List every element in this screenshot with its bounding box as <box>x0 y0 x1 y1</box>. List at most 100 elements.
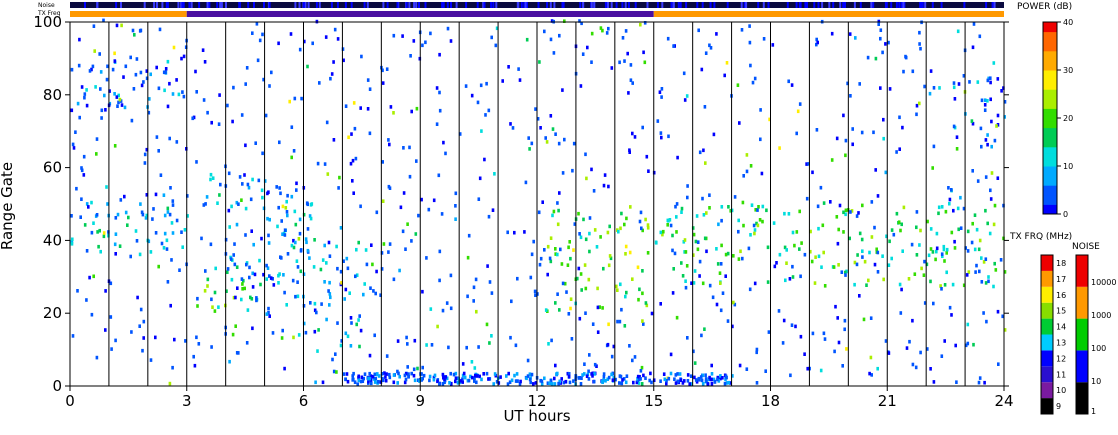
ground-echo-cell <box>556 371 559 376</box>
x-tick-label: 0 <box>65 392 75 410</box>
power-colorbar-swatch <box>1043 79 1057 84</box>
echo-cell <box>986 133 989 137</box>
ground-echo-cell <box>583 372 586 376</box>
noise-echo-cell <box>987 275 990 279</box>
ground-echo-cell <box>396 381 399 385</box>
echo-cell <box>166 206 170 211</box>
ground-echo-cell <box>731 374 734 378</box>
echo-cell <box>265 277 268 281</box>
ground-echo-cell <box>639 377 642 381</box>
echo-cell <box>364 248 368 252</box>
echo-cell <box>556 222 560 227</box>
noise-echo-cell <box>989 188 992 193</box>
echo-cell <box>243 286 246 291</box>
ground-echo-cell <box>441 372 445 377</box>
noise-echo-cell <box>332 138 336 142</box>
power-colorbar-swatch <box>1043 89 1057 93</box>
noise-echo-cell <box>401 34 404 38</box>
noise-echo-cell <box>533 289 537 294</box>
noise-bar-sample <box>546 2 549 8</box>
echo-cell <box>606 230 610 235</box>
ground-echo-cell <box>382 378 385 383</box>
echo-cell <box>577 211 580 216</box>
noise-echo-cell <box>182 94 186 99</box>
noise-echo-cell <box>326 172 330 176</box>
noise-echo-cell <box>510 299 513 304</box>
noise-echo-cell <box>346 266 350 271</box>
echo-cell <box>1003 100 1007 104</box>
noise-echo-cell <box>131 28 135 33</box>
noise-echo-cell <box>703 105 707 109</box>
noise-echo-cell <box>85 202 89 206</box>
noise-echo-cell <box>186 194 189 198</box>
noise-echo-cell <box>472 299 475 303</box>
noise-echo-cell <box>479 83 483 88</box>
noise-echo-cell <box>171 365 174 370</box>
noise-echo-cell <box>858 231 862 236</box>
noise-echo-cell <box>444 151 447 156</box>
echo-cell <box>996 113 1000 118</box>
noise-echo-cell <box>278 140 281 145</box>
noise-bar-sample <box>208 2 211 8</box>
noise-echo-cell <box>342 259 345 263</box>
noise-echo-cell <box>509 335 512 340</box>
echo-cell <box>817 226 820 231</box>
echo-cell <box>619 282 622 287</box>
tx-frequency-bar <box>70 11 1004 17</box>
echo-cell <box>357 240 360 245</box>
echo-cell <box>992 222 996 227</box>
echo-cell <box>703 236 707 241</box>
noise-echo-cell <box>807 162 810 166</box>
noise-echo-cell <box>75 186 78 191</box>
noise-echo-cell <box>561 171 565 175</box>
noise-echo-cell <box>516 276 519 281</box>
noise-echo-cell <box>405 335 408 340</box>
echo-cell <box>895 211 899 216</box>
noise-echo-cell <box>573 222 577 226</box>
noise-echo-cell <box>899 311 903 315</box>
echo-cell <box>98 228 101 233</box>
noise-echo-cell <box>556 201 559 205</box>
echo-cell <box>625 290 628 295</box>
noise-echo-cell <box>140 210 144 215</box>
ground-echo-cell <box>716 375 720 380</box>
power-colorbar-swatch <box>1043 82 1057 87</box>
noise-echo-cell <box>672 44 675 48</box>
power-colorbar-swatch <box>1043 98 1057 103</box>
ground-echo-cell <box>607 375 611 380</box>
echo-cell <box>569 297 573 301</box>
noise-echo-cell <box>798 102 802 106</box>
noise-echo-cell <box>849 94 852 98</box>
noise-echo-cell <box>940 252 944 256</box>
echo-cell <box>813 281 817 285</box>
noise-echo-cell <box>180 56 183 61</box>
noise-bar-sample <box>238 2 241 8</box>
noise-echo-cell <box>264 113 268 118</box>
echo-cell <box>980 144 983 149</box>
ground-echo-cell <box>380 372 384 376</box>
noise-echo-cell <box>590 60 593 64</box>
noise-echo-cell <box>420 197 423 202</box>
noise-echo-cell <box>720 218 723 223</box>
noise-echo-cell <box>385 67 389 71</box>
echo-cell <box>835 215 839 219</box>
noise-echo-cell <box>337 186 340 190</box>
noise-echo-cell <box>967 270 971 274</box>
noise-echo-cell <box>145 193 149 197</box>
echo-cell <box>142 80 145 84</box>
echo-cell <box>237 202 240 206</box>
noise-echo-cell <box>399 205 403 210</box>
noise-echo-cell <box>339 269 343 274</box>
noise-echo-cell <box>667 134 670 139</box>
echo-cell <box>357 318 360 322</box>
noise-echo-cell <box>313 308 317 313</box>
noise-bar-sample <box>804 2 807 8</box>
noise-echo-cell <box>338 175 341 180</box>
noise-echo-cell <box>929 69 933 73</box>
noise-echo-cell <box>552 209 556 214</box>
echo-cell <box>940 205 944 209</box>
echo-cell <box>116 212 120 217</box>
ground-echo-cell <box>704 373 707 377</box>
noise-echo-cell <box>281 204 285 209</box>
power-colorbar-swatch <box>1043 175 1057 180</box>
